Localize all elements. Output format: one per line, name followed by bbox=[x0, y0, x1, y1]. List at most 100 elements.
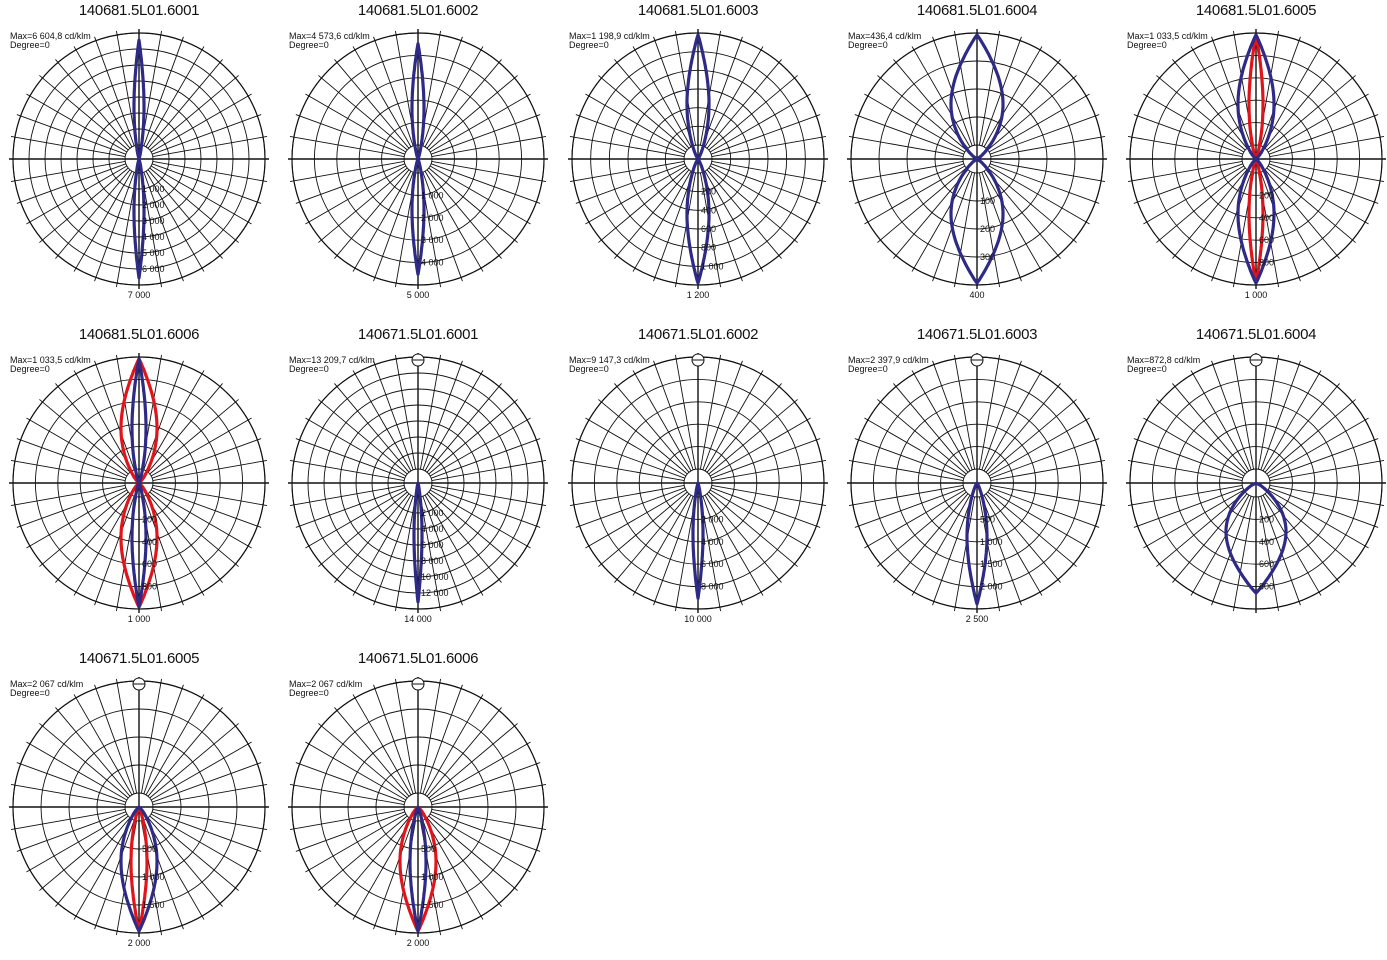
radial-gridline bbox=[1143, 489, 1245, 549]
radial-gridline bbox=[426, 817, 502, 907]
radial-gridline bbox=[704, 494, 764, 596]
radial-gridline bbox=[145, 694, 205, 796]
radial-gridline bbox=[848, 484, 964, 507]
degree-label: Degree=0 bbox=[10, 688, 50, 698]
radial-gridline bbox=[706, 383, 782, 473]
radial-gridline bbox=[419, 678, 442, 794]
intensity-curve bbox=[132, 38, 146, 280]
radial-gridline bbox=[708, 399, 798, 475]
luminaire-icon bbox=[970, 353, 984, 367]
radial-gridline bbox=[585, 165, 687, 225]
tick-label: 1 000 bbox=[701, 261, 724, 271]
radial-gridline bbox=[1133, 487, 1243, 528]
radial-gridline bbox=[1266, 167, 1356, 243]
radial-gridline bbox=[585, 489, 687, 549]
chart-meta: Max=1 033,5 cd/klm Degree=0 bbox=[10, 356, 91, 374]
tick-label: 400 bbox=[1259, 213, 1274, 223]
radial-gridline bbox=[1190, 494, 1250, 596]
radial-gridline bbox=[653, 172, 694, 282]
radial-gridline bbox=[152, 811, 262, 852]
radial-gridline bbox=[911, 370, 971, 472]
max-intensity-label: Max=1 033,5 cd/klm bbox=[10, 355, 91, 365]
radial-gridline bbox=[143, 496, 184, 606]
radial-gridline bbox=[1156, 399, 1246, 475]
radial-gridline bbox=[854, 438, 964, 479]
radial-gridline bbox=[978, 172, 1001, 288]
radial-gridline bbox=[152, 135, 268, 158]
polar-chart: 140671.5L01.6001 2 000 4 000 6 000 8 000 10 0… bbox=[283, 326, 553, 636]
radial-gridline bbox=[706, 493, 782, 583]
polar-chart: 140681.5L01.6005 200 400 600 800 1 000 Max=1 0… bbox=[1121, 2, 1387, 312]
max-intensity-label: Max=2 067 cd/klm bbox=[10, 679, 84, 689]
tick-label: 6 000 bbox=[421, 540, 444, 550]
radial-gridline bbox=[289, 135, 405, 158]
radial-gridline bbox=[334, 493, 410, 583]
radial-gridline bbox=[1262, 170, 1322, 272]
tick-label: 4 000 bbox=[142, 232, 165, 242]
radial-gridline bbox=[864, 417, 966, 477]
radial-gridline bbox=[373, 172, 414, 282]
radial-gridline bbox=[16, 114, 126, 155]
radial-gridline bbox=[990, 163, 1100, 204]
radial-gridline bbox=[990, 459, 1106, 482]
degree-label: Degree=0 bbox=[569, 40, 609, 50]
tick-label: 500 bbox=[980, 514, 995, 524]
radial-gridline bbox=[94, 172, 135, 282]
radial-gridline bbox=[10, 459, 126, 482]
radial-gridline bbox=[394, 496, 417, 612]
radial-gridline bbox=[1269, 163, 1379, 204]
radial-gridline bbox=[632, 494, 692, 596]
radial-gridline bbox=[39, 723, 129, 799]
tick-label: 3 000 bbox=[421, 235, 444, 245]
radial-gridline bbox=[699, 30, 722, 146]
tick-label: 6 000 bbox=[701, 559, 724, 569]
radial-gridline bbox=[1156, 167, 1246, 243]
radial-gridline bbox=[10, 135, 126, 158]
radial-gridline bbox=[877, 75, 967, 151]
radial-gridline bbox=[1266, 75, 1356, 151]
radial-gridline bbox=[26, 165, 128, 225]
degree-label: Degree=0 bbox=[10, 364, 50, 374]
radial-gridline bbox=[699, 172, 722, 288]
radial-gridline bbox=[426, 169, 502, 259]
max-intensity-label: Max=1 198,9 cd/klm bbox=[569, 31, 650, 41]
max-intensity-label: Max=13 209,7 cd/klm bbox=[289, 355, 375, 365]
tick-label: 1 000 bbox=[980, 537, 1003, 547]
radial-gridline bbox=[569, 459, 685, 482]
radial-gridline bbox=[1269, 114, 1379, 155]
radial-gridline bbox=[983, 46, 1043, 148]
radial-gridline bbox=[352, 694, 412, 796]
tick-label: 800 bbox=[701, 243, 716, 253]
radial-gridline bbox=[39, 75, 129, 151]
radial-gridline bbox=[305, 93, 407, 153]
radial-gridline bbox=[143, 36, 184, 146]
radial-gridline bbox=[709, 93, 811, 153]
intensity-curve bbox=[412, 481, 424, 604]
radial-gridline bbox=[953, 30, 976, 146]
tick-label: 200 bbox=[142, 514, 157, 524]
polar-plot: 500 1 000 1 500 2 000 bbox=[288, 677, 548, 948]
radial-gridline bbox=[1269, 487, 1379, 528]
radial-gridline bbox=[150, 93, 252, 153]
radial-gridline bbox=[73, 46, 133, 148]
polar-chart: 140671.5L01.6002 2 000 4 000 6 000 8 000 10 0… bbox=[563, 326, 833, 636]
radial-gridline bbox=[598, 167, 688, 243]
polar-plot: 500 1 000 1 500 2 000 bbox=[9, 677, 269, 948]
radial-gridline bbox=[73, 370, 133, 472]
radial-gridline bbox=[854, 114, 964, 155]
radial-gridline bbox=[988, 165, 1090, 225]
max-tick-label: 2 000 bbox=[128, 938, 151, 948]
radial-gridline bbox=[1267, 489, 1369, 549]
radial-gridline bbox=[864, 165, 966, 225]
radial-gridline bbox=[424, 494, 484, 596]
tick-label: 400 bbox=[142, 537, 157, 547]
chart-meta: Max=1 198,9 cd/klm Degree=0 bbox=[569, 32, 650, 50]
radial-gridline bbox=[318, 815, 408, 891]
chart-meta: Max=6 604,8 cd/klm Degree=0 bbox=[10, 32, 91, 50]
radial-gridline bbox=[147, 817, 223, 907]
radial-gridline bbox=[988, 93, 1090, 153]
polar-chart: 140681.5L01.6006 200 400 600 800 1 000 Max=1 0… bbox=[4, 326, 274, 636]
tick-label: 1 000 bbox=[421, 190, 444, 200]
radial-gridline bbox=[704, 370, 764, 472]
tick-label: 3 000 bbox=[142, 216, 165, 226]
